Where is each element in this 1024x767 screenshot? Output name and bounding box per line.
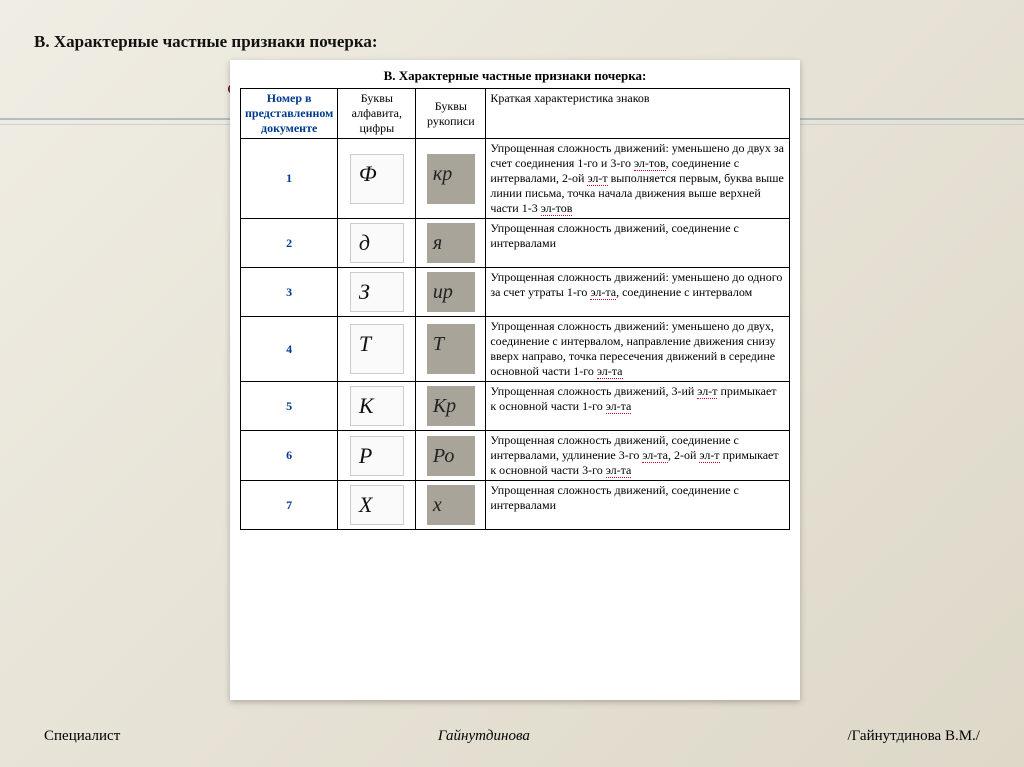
table-row: 2дяУпрощенная сложность движений, соедин…	[241, 219, 790, 268]
description: Упрощенная сложность движений: уменьшено…	[486, 268, 790, 317]
row-number: 5	[241, 382, 338, 431]
description: Упрощенная сложность движений: уменьшено…	[486, 139, 790, 219]
footer-name: /Гайнутдинова В.М./	[847, 728, 980, 745]
footer-signature: Гайнутдинова	[438, 728, 530, 745]
alphabet-sample: Р	[338, 431, 416, 481]
alphabet-sample: К	[338, 382, 416, 431]
footer: Специалист Гайнутдинова /Гайнутдинова В.…	[0, 728, 1024, 745]
table-row: 5ККрУпрощенная сложность движений, 3-ий …	[241, 382, 790, 431]
table-row: 6РРоУпрощенная сложность движений, соеди…	[241, 431, 790, 481]
alphabet-sample: Т	[338, 317, 416, 382]
description: Упрощенная сложность движений, соединени…	[486, 431, 790, 481]
document-panel: В. Характерные частные признаки почерка:…	[230, 60, 800, 700]
description: Упрощенная сложность движений, соединени…	[486, 481, 790, 530]
row-number: 1	[241, 139, 338, 219]
row-number: 3	[241, 268, 338, 317]
handwriting-sample: Кр	[416, 382, 486, 431]
description: Упрощенная сложность движений, соединени…	[486, 219, 790, 268]
handwriting-sample: Т	[416, 317, 486, 382]
alphabet-sample: З	[338, 268, 416, 317]
description: Упрощенная сложность движений: уменьшено…	[486, 317, 790, 382]
row-number: 6	[241, 431, 338, 481]
description: Упрощенная сложность движений, 3-ий эл-т…	[486, 382, 790, 431]
table-row: 3ЗирУпрощенная сложность движений: умень…	[241, 268, 790, 317]
table-row: 7ХхУпрощенная сложность движений, соедин…	[241, 481, 790, 530]
table-row: 4ТТУпрощенная сложность движений: уменьш…	[241, 317, 790, 382]
footer-role: Специалист	[44, 728, 120, 745]
table-row: 1ФкрУпрощенная сложность движений: умень…	[241, 139, 790, 219]
handwriting-sample: х	[416, 481, 486, 530]
document-title: В. Характерные частные признаки почерка:	[240, 68, 790, 84]
handwriting-sample: кр	[416, 139, 486, 219]
alphabet-sample: Х	[338, 481, 416, 530]
row-number: 4	[241, 317, 338, 382]
col-header: Буквы рукописи	[416, 89, 486, 139]
row-number: 2	[241, 219, 338, 268]
handwriting-sample: Ро	[416, 431, 486, 481]
handwriting-sample: ир	[416, 268, 486, 317]
col-header: Буквы алфавита, цифры	[338, 89, 416, 139]
page-title: В. Характерные частные признаки почерка:	[34, 32, 378, 52]
alphabet-sample: Ф	[338, 139, 416, 219]
handwriting-sample: я	[416, 219, 486, 268]
col-header: Номер в представленном документе	[241, 89, 338, 139]
features-table: Номер в представленном документе Буквы а…	[240, 88, 790, 530]
alphabet-sample: д	[338, 219, 416, 268]
row-number: 7	[241, 481, 338, 530]
col-header: Краткая характеристика знаков	[486, 89, 790, 139]
